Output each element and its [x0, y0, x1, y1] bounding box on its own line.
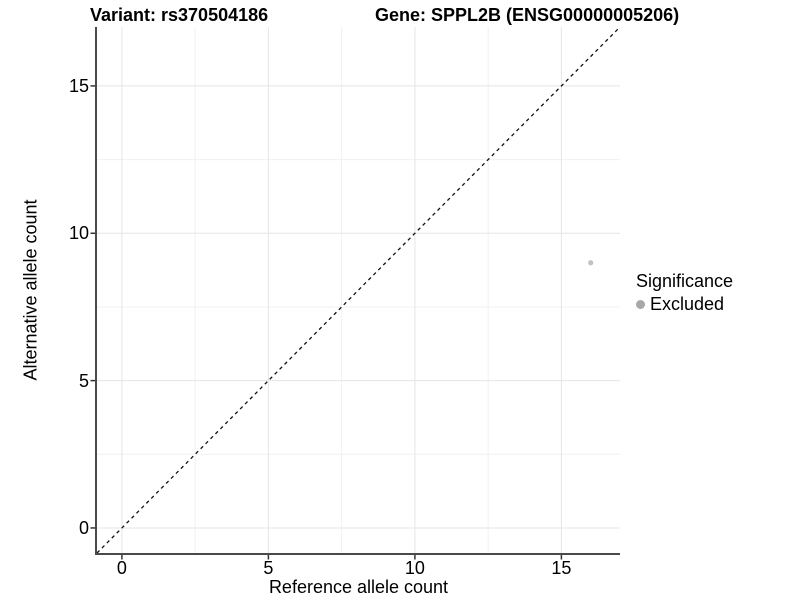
- x-tick-label: 10: [404, 558, 425, 578]
- y-tick-label: 15: [68, 75, 89, 96]
- legend-item-label: Excluded: [650, 294, 725, 314]
- y-tick-label: 5: [78, 370, 89, 391]
- y-tick-label: 0: [78, 517, 89, 538]
- y-tick-label: 10: [68, 223, 89, 244]
- x-tick-label: 15: [551, 558, 572, 578]
- plot-title-gene: Gene: SPPL2B (ENSG00000005206): [375, 5, 680, 25]
- legend-key-dot-icon: [636, 299, 645, 309]
- data-point: [588, 260, 594, 266]
- x-tick-label: 0: [116, 558, 127, 578]
- x-axis-title: Reference allele count: [268, 577, 449, 597]
- legend-item-excluded: Excluded: [636, 294, 733, 314]
- legend-title: Significance: [636, 271, 734, 291]
- y-axis-title: Alternative allele count: [20, 199, 41, 381]
- x-tick-label: 5: [263, 558, 274, 578]
- legend: Significance Excluded: [636, 270, 733, 314]
- plot-title-variant: Variant: rs370504186: [90, 5, 269, 25]
- identity-line: [96, 26, 621, 554]
